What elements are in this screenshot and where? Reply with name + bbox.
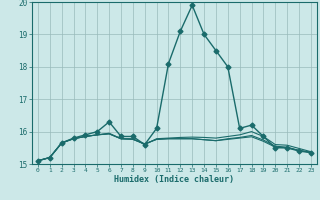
X-axis label: Humidex (Indice chaleur): Humidex (Indice chaleur) — [115, 175, 234, 184]
